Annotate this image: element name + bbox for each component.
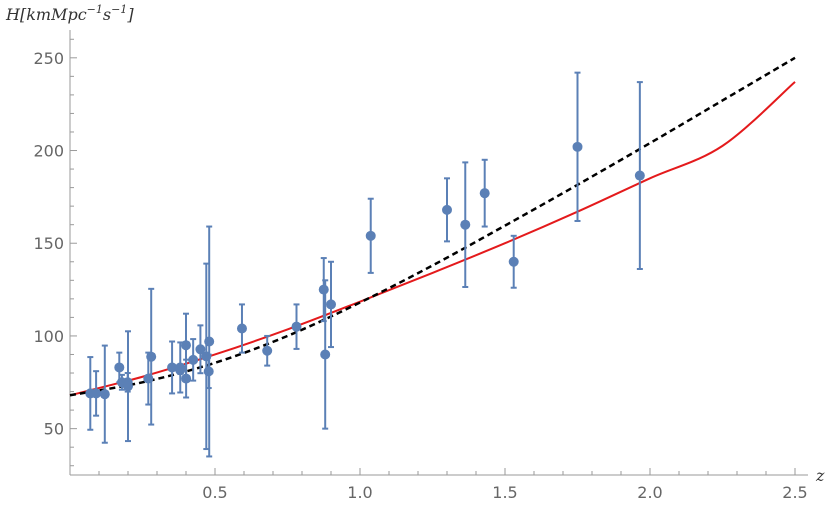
- data-point: [572, 71, 583, 222]
- point-marker: [460, 219, 471, 230]
- x-tick-label: 1.0: [347, 483, 372, 502]
- x-tick-label: 2.5: [782, 483, 807, 502]
- x-tick-label: 2.0: [637, 483, 662, 502]
- data-point: [318, 257, 329, 323]
- point-marker: [236, 323, 247, 334]
- point-marker: [188, 354, 199, 365]
- data-point: [460, 161, 471, 288]
- data-point: [442, 177, 452, 243]
- data-point: [508, 234, 519, 289]
- point-marker: [195, 344, 206, 355]
- y-tick-label: 100: [33, 327, 64, 346]
- data-points: [85, 71, 645, 458]
- data-point: [634, 81, 645, 271]
- point-marker: [442, 204, 452, 215]
- point-marker: [204, 336, 215, 347]
- point-marker: [99, 389, 110, 400]
- y-tick-label: 250: [33, 49, 64, 68]
- point-marker: [175, 362, 186, 373]
- data-point: [204, 225, 215, 458]
- point-marker: [572, 141, 583, 152]
- data-point: [479, 158, 490, 228]
- point-marker: [181, 340, 191, 351]
- point-marker: [291, 321, 302, 332]
- x-tick-label: 0.5: [202, 483, 227, 502]
- y-tick-label: 200: [33, 142, 64, 161]
- point-marker: [146, 351, 157, 362]
- point-marker: [320, 349, 331, 360]
- x-axis-label: z: [815, 466, 825, 485]
- model-curves: [69, 56, 796, 397]
- data-point: [175, 341, 186, 394]
- point-marker: [262, 345, 273, 356]
- data-point: [188, 338, 199, 382]
- data-point: [181, 358, 192, 399]
- data-point: [146, 287, 157, 426]
- axis-ticks: 0.5 1.0 1.5 2.0 2.5 50 100 150 200 250: [33, 38, 808, 502]
- point-marker: [326, 299, 336, 310]
- data-point: [365, 197, 376, 274]
- point-marker: [167, 362, 178, 373]
- point-marker: [365, 230, 376, 241]
- y-tick-label: 150: [33, 234, 64, 253]
- point-marker: [318, 284, 329, 295]
- point-marker: [634, 170, 645, 181]
- point-marker: [123, 381, 133, 392]
- data-point: [195, 324, 206, 375]
- y-tick-label: 50: [44, 420, 64, 439]
- point-marker: [508, 256, 519, 267]
- data-point: [291, 303, 302, 350]
- data-point: [262, 334, 273, 367]
- point-marker: [91, 388, 102, 399]
- data-point: [320, 279, 331, 430]
- data-point: [91, 370, 102, 417]
- point-marker: [181, 373, 192, 384]
- data-point: [99, 344, 110, 444]
- x-tick-label: 1.5: [492, 483, 517, 502]
- red-model-curve: [69, 81, 796, 397]
- dashed-model-curve: [69, 56, 796, 397]
- data-point: [167, 340, 178, 395]
- point-marker: [114, 362, 125, 373]
- data-point: [123, 330, 133, 443]
- data-point: [326, 260, 336, 349]
- data-point: [236, 303, 247, 354]
- y-axis-label: H[kmMpc−1s−1]: [5, 3, 134, 24]
- point-marker: [479, 188, 490, 199]
